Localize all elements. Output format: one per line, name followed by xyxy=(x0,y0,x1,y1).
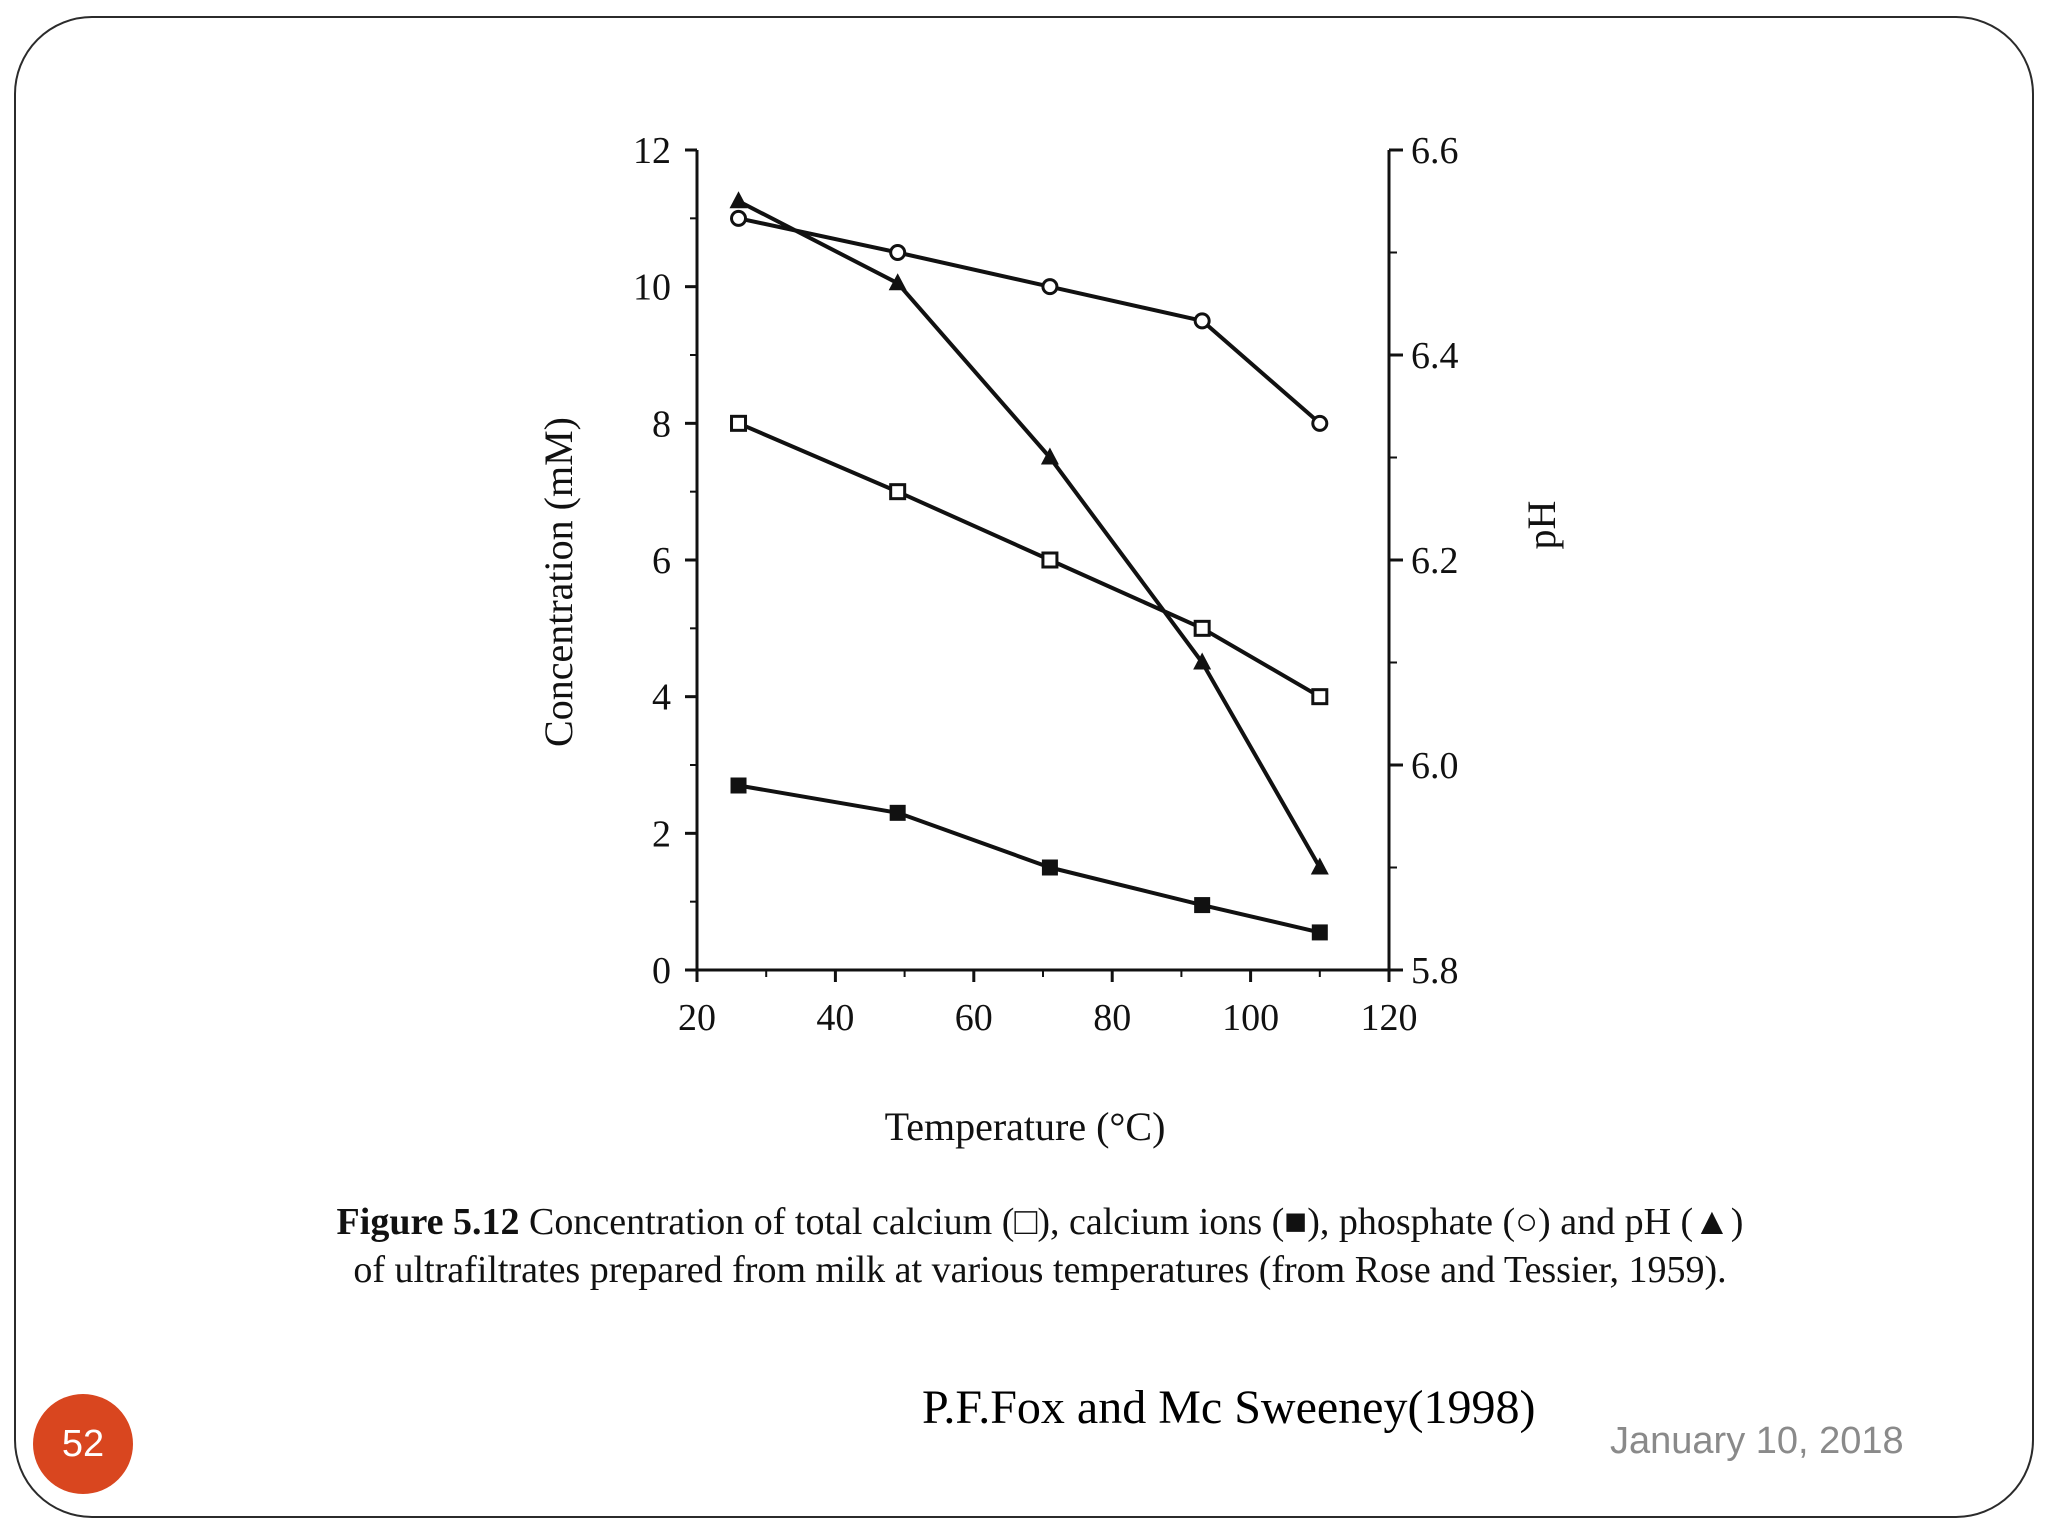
figure-caption: Figure 5.12 Concentration of total calci… xyxy=(240,1198,1840,1294)
data-point-ph xyxy=(888,273,907,291)
data-point-total-calcium xyxy=(1193,619,1211,637)
data-point-total-calcium xyxy=(889,483,907,501)
series-line-calcium-ions xyxy=(738,783,1321,935)
data-point-ph xyxy=(729,191,748,209)
x-axis-title: Temperature (°C) xyxy=(885,1104,1166,1149)
caption-line-2: of ultrafiltrates prepared from milk at … xyxy=(353,1249,1727,1291)
data-point-calcium-ions xyxy=(1194,897,1211,914)
caption-line-1: Figure 5.12 Concentration of total calci… xyxy=(240,1198,1840,1246)
x-tick-label: 60 xyxy=(955,997,993,1039)
x-tick-label: 120 xyxy=(1361,997,1418,1039)
y-tick-label: 12 xyxy=(633,130,671,172)
y-tick-label: 6 xyxy=(652,540,671,582)
data-point-total-calcium xyxy=(730,414,748,432)
y2-tick-label: 6.0 xyxy=(1411,745,1459,787)
data-point-phosphate xyxy=(1311,414,1329,432)
source-credit: P.F.Fox and Mc Sweeney(1998) xyxy=(922,1381,1536,1434)
y2-tick-label: 6.4 xyxy=(1411,335,1459,377)
data-point-phosphate xyxy=(1041,278,1059,296)
data-point-calcium-ions xyxy=(1041,859,1058,876)
data-point-total-calcium xyxy=(1311,688,1329,706)
data-point-phosphate xyxy=(1193,312,1211,330)
y2-tick-label: 5.8 xyxy=(1411,950,1459,992)
figure-label: Figure 5.12 xyxy=(336,1201,520,1243)
x-tick-label: 20 xyxy=(678,997,716,1039)
data-point-phosphate xyxy=(730,209,748,227)
y-tick-label: 4 xyxy=(652,677,671,719)
data-point-ph xyxy=(1193,652,1212,670)
y-tick-label: 0 xyxy=(652,950,671,992)
data-point-ph xyxy=(1310,857,1329,875)
caption-text-1: Concentration of total calcium (□), calc… xyxy=(529,1201,1744,1243)
y2-tick-label: 6.6 xyxy=(1411,130,1459,172)
series-line-total-calcium xyxy=(737,421,1321,699)
page-number-badge: 52 xyxy=(33,1394,133,1494)
y-tick-label: 8 xyxy=(652,403,671,445)
y-tick-label: 10 xyxy=(633,267,671,309)
data-point-phosphate xyxy=(889,244,907,261)
y2-tick-label: 6.2 xyxy=(1411,540,1459,582)
x-tick-label: 80 xyxy=(1093,997,1131,1039)
data-point-total-calcium xyxy=(1041,551,1059,569)
data-point-ph xyxy=(1040,447,1059,465)
series-line-ph xyxy=(737,199,1322,869)
data-point-calcium-ions xyxy=(1311,924,1328,941)
data-point-calcium-ions xyxy=(889,804,906,821)
y-tick-label: 2 xyxy=(652,813,671,855)
data-point-calcium-ions xyxy=(730,777,747,794)
series-line-phosphate xyxy=(738,216,1322,425)
slide-frame xyxy=(14,16,2034,1518)
x-tick-label: 40 xyxy=(816,997,854,1039)
slide-date: January 10, 2018 xyxy=(1610,1420,1904,1462)
y-axis-title: Concentration (mM) xyxy=(536,417,581,747)
y2-axis-title: pH xyxy=(1519,501,1564,550)
x-tick-label: 100 xyxy=(1222,997,1279,1039)
